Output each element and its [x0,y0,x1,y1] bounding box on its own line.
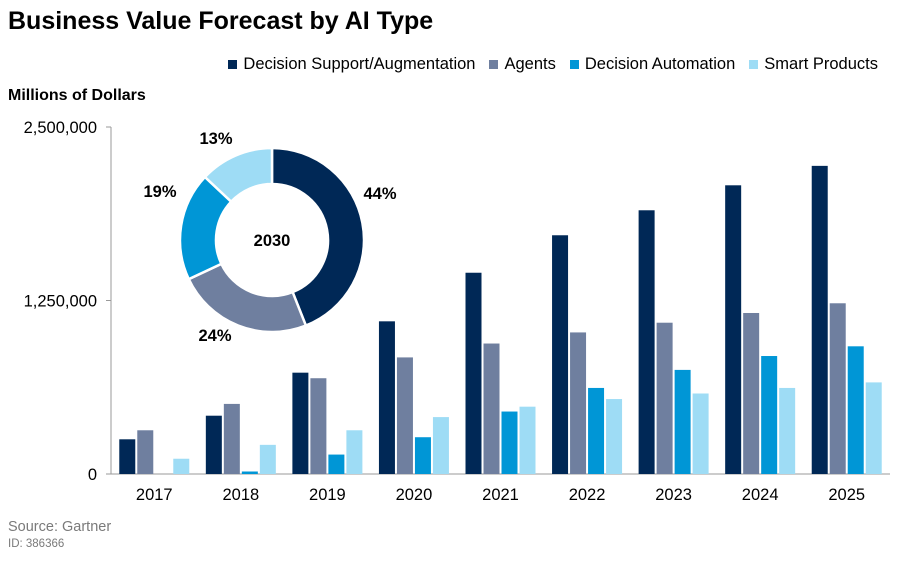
bar-agents-2022 [570,332,587,474]
legend-swatch [489,60,499,69]
legend-swatch [749,60,759,69]
legend-label: Smart Products [764,55,878,73]
x-tick-label: 2020 [396,486,433,504]
x-tick-label: 2022 [569,486,606,504]
x-tick-label: 2024 [742,486,779,504]
x-tick-label: 2019 [309,486,346,504]
legend-item-decision-automation: Decision Automation [569,55,736,74]
bar-decision-support-augmentation-2025 [811,165,828,474]
bar-decision-support-augmentation-2022 [552,235,569,474]
bar-agents-2023 [656,322,673,474]
legend-item-agents: Agents [489,55,556,74]
bar-decision-automation-2022 [588,387,605,474]
bar-smart-products-2021 [519,406,536,474]
document-id: ID: 386366 [8,538,65,550]
bar-decision-support-augmentation-2019 [292,372,309,474]
x-tick-label: 2023 [655,486,692,504]
bar-decision-support-augmentation-2017 [119,439,136,474]
bar-smart-products-2023 [692,393,709,474]
legend-label: Agents [504,55,556,73]
bar-decision-automation-2024 [761,356,778,474]
donut-slice-13-percent [203,146,274,204]
bar-agents-2019 [310,378,327,474]
bar-decision-support-augmentation-2023 [638,210,655,474]
y-tick-label: 1,250,000 [24,293,97,311]
bar-decision-automation-2019 [328,454,345,474]
x-tick-label: 2017 [136,486,173,504]
donut-slice-44-percent [270,146,366,328]
bar-decision-automation-2023 [674,369,691,474]
bar-smart-products-2024 [779,387,796,474]
donut-slice-24-percent [187,262,308,334]
legend: Decision Support/Augmentation Agents Dec… [228,55,878,74]
bar-decision-automation-2025 [847,346,864,474]
bar-decision-automation-2020 [414,437,431,474]
bar-decision-support-augmentation-2020 [378,321,395,474]
bar-agents-2021 [483,343,500,474]
bar-smart-products-2017 [173,458,190,474]
bar-smart-products-2022 [606,399,623,474]
bar-decision-support-augmentation-2021 [465,272,482,474]
bar-agents-2025 [829,303,846,474]
x-tick-label: 2021 [482,486,519,504]
y-axis-label: Millions of Dollars [8,87,146,104]
donut-label: 24% [198,327,231,345]
bar-agents-2020 [396,357,413,474]
bar-smart-products-2020 [432,417,449,474]
bar-agents-2017 [137,430,154,474]
donut-label: 44% [363,185,396,203]
legend-swatch [569,60,579,69]
donut-center-label: 2030 [254,232,291,250]
legend-label: Decision Automation [584,55,736,73]
x-tick-label: 2025 [828,486,865,504]
donut-label: 19% [143,183,176,201]
bar-agents-2018 [223,403,240,474]
legend-label: Decision Support/Augmentation [243,55,476,73]
y-tick-label: 0 [88,466,97,484]
bar-decision-support-augmentation-2024 [725,185,742,474]
bar-decision-automation-2018 [241,471,258,474]
bar-smart-products-2019 [346,430,363,474]
y-tick-label: 2,500,000 [24,119,97,137]
bar-smart-products-2025 [865,382,882,474]
bar-smart-products-2018 [259,444,276,474]
bar-decision-automation-2021 [501,411,518,474]
legend-item-decision-support: Decision Support/Augmentation [228,55,475,74]
source-note: Source: Gartner [8,519,112,535]
x-tick-label: 2018 [222,486,259,504]
bar-decision-support-augmentation-2018 [205,415,222,474]
legend-item-smart-products: Smart Products [749,55,878,74]
bar-agents-2024 [743,312,760,474]
chart-title: Business Value Forecast by AI Type [8,7,434,35]
donut-label: 13% [199,130,232,148]
legend-swatch [228,60,238,69]
